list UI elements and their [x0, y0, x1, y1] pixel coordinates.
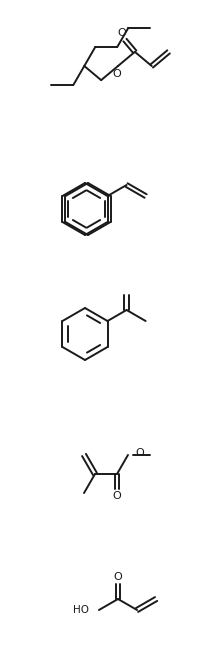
Text: O: O: [135, 448, 144, 458]
Text: O: O: [113, 69, 121, 79]
Text: O: O: [113, 491, 121, 501]
Text: O: O: [114, 572, 122, 582]
Text: O: O: [118, 28, 126, 38]
Text: HO: HO: [73, 605, 89, 615]
